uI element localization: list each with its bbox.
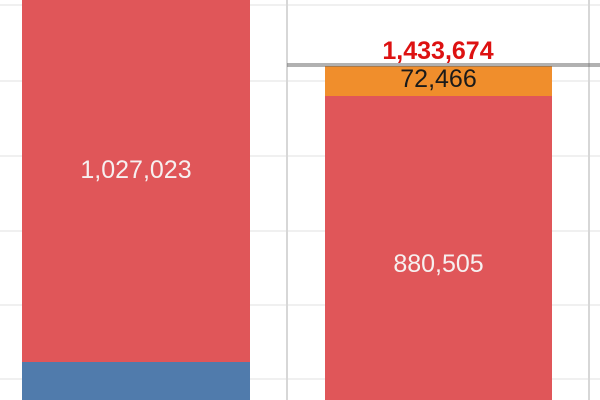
gridline-h	[0, 80, 600, 82]
gridline-h	[0, 230, 600, 232]
gridline-h	[0, 3, 600, 6]
panel-divider	[286, 0, 288, 400]
bar-1-blue-segment[interactable]	[22, 362, 250, 400]
segment-value-label: 880,505	[393, 250, 484, 278]
gridline-h	[0, 378, 600, 380]
reference-line	[287, 63, 600, 67]
segment-value-label: 72,466	[400, 65, 477, 93]
bar-2: 72,466 880,505	[325, 0, 552, 400]
gridline-h	[0, 155, 600, 157]
bar-2-red-segment[interactable]: 880,505	[325, 96, 552, 400]
bar-2-orange-segment[interactable]: 72,466	[325, 65, 552, 96]
panel-divider	[588, 0, 590, 400]
bar-1: 1,027,023	[22, 0, 250, 400]
bar-1-red-segment[interactable]: 1,027,023	[22, 0, 250, 362]
gridline-h	[0, 304, 600, 306]
segment-value-label: 1,027,023	[80, 156, 192, 184]
reference-line-label: 1,433,674	[382, 37, 494, 65]
